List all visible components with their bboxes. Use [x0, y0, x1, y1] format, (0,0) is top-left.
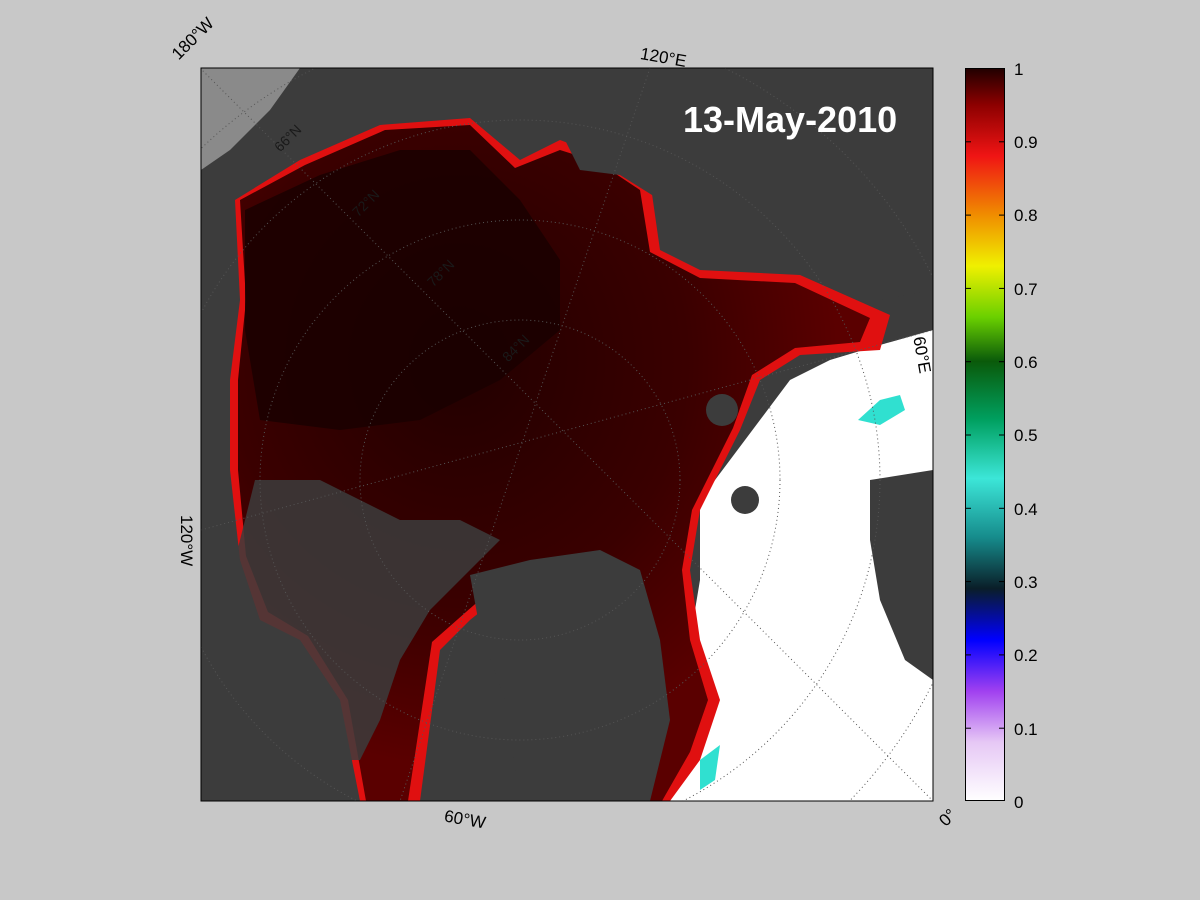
colorbar-tick-1: 1: [1014, 60, 1024, 79]
colorbar-tick-0.9: 0.9: [1014, 133, 1038, 152]
colorbar-tick-0.8: 0.8: [1014, 206, 1038, 225]
date-title: 13-May-2010: [683, 99, 898, 140]
lon-label-120w: 120°W: [177, 515, 196, 567]
colorbar-tick-0.6: 0.6: [1014, 353, 1038, 372]
colorbar-tick-0.5: 0.5: [1014, 426, 1038, 445]
land-archipelago: [230, 480, 500, 760]
colorbar-tick-0.4: 0.4: [1014, 500, 1038, 519]
colorbar-tick-0.1: 0.1: [1014, 720, 1038, 739]
land-eurasia: [520, 68, 933, 300]
land-greenland: [470, 550, 670, 801]
colorbar-tick-0.7: 0.7: [1014, 280, 1038, 299]
colorbar-tick-0.2: 0.2: [1014, 646, 1038, 665]
land-scandinavia: [870, 470, 933, 680]
ice-core: [245, 150, 560, 430]
colorbar-tick-0: 0: [1014, 793, 1024, 812]
map-panel: [201, 68, 933, 801]
map-frame: [200, 67, 934, 802]
colorbar-gradient: [965, 68, 1005, 801]
graticule: [201, 68, 933, 801]
open-ocean: [650, 330, 933, 801]
colorbar-tick-0.3: 0.3: [1014, 573, 1038, 592]
colorbar-tick-marks: [965, 68, 1005, 801]
